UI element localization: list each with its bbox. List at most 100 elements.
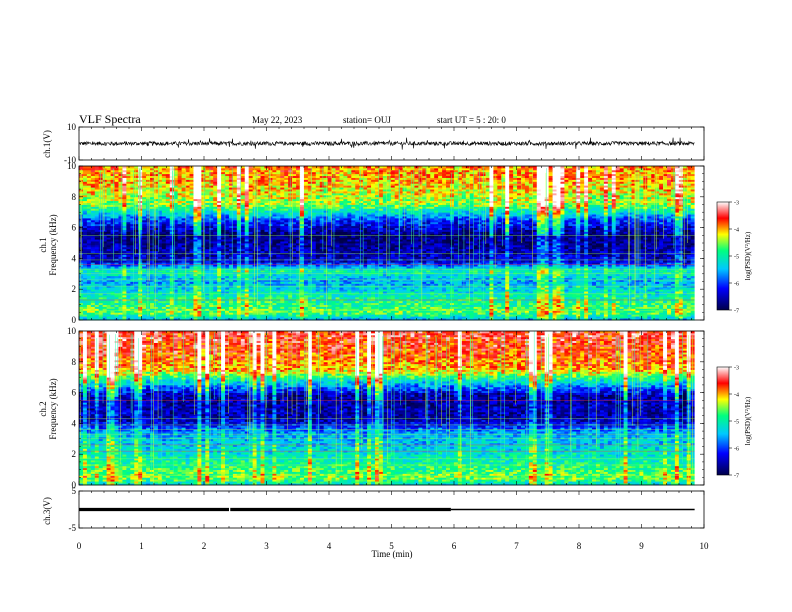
spectrogram-cell [603, 302, 609, 306]
spectrogram-cell [347, 310, 352, 313]
spectrogram-cell [98, 308, 104, 311]
spectrogram-cell [576, 310, 581, 313]
spectrogram-cell [347, 318, 352, 321]
spectrogram-cell [394, 312, 400, 315]
spectrogram-cell [639, 289, 644, 292]
spectrogram-cell [82, 293, 88, 296]
spectrogram-cell [193, 294, 198, 298]
spectrogram-cell [442, 283, 447, 286]
spectrogram-cell [528, 287, 534, 290]
spectrogram-cell [659, 289, 664, 292]
spectrogram-cell [118, 314, 123, 317]
spectrogram-cell [79, 316, 84, 319]
spectrogram-cell [402, 318, 407, 321]
spectrogram-cell [169, 289, 175, 292]
spectrogram-cell [323, 285, 329, 288]
spectrogram-cell [655, 312, 660, 315]
spectrogram-cell [331, 293, 336, 296]
spectrogram-cell [98, 293, 104, 296]
spectrogram-cell [394, 318, 400, 321]
spectrogram-cell [193, 306, 198, 309]
spectrogram-cell [165, 291, 171, 294]
spectrogram-cell [82, 312, 88, 315]
spectrogram-cell [118, 316, 123, 319]
spectrogram-cell [505, 306, 510, 309]
spectrogram-cell [339, 291, 344, 294]
spectrogram-cell [339, 300, 344, 304]
spectrogram-cell [102, 294, 108, 298]
spectrogram-cell [402, 310, 407, 313]
spectrogram-cell [686, 283, 692, 286]
spectrogram-cell [371, 310, 376, 313]
spectrogram-cell [371, 308, 376, 311]
spectrogram-cell [248, 318, 254, 321]
spectrogram-cell [118, 306, 123, 309]
spectrogram-cell [307, 316, 313, 319]
spectrogram-cell [442, 289, 447, 292]
spectrogram-cell [169, 291, 175, 294]
spectrogram-cell [485, 314, 490, 317]
spectrogram-cell [611, 285, 617, 288]
spectrogram-cell [181, 304, 186, 307]
spectrogram-cell [576, 296, 581, 300]
spectrogram-cell [414, 283, 419, 286]
spectrogram-cell [394, 314, 400, 317]
spectrogram-cell [623, 308, 628, 311]
spectrogram-cell [434, 314, 439, 317]
spectrogram-cell [367, 293, 372, 296]
spectrogram-cell [213, 300, 218, 304]
spectrogram-cell [126, 304, 131, 307]
spectrogram-cell [363, 306, 368, 309]
spectrogram-cell [165, 308, 171, 311]
spectrogram-cell [430, 283, 435, 286]
spectrogram-cell [244, 285, 250, 288]
spectrogram-cell [276, 316, 281, 319]
spectrogram-cell [663, 302, 668, 306]
spectrogram-cell [185, 289, 190, 292]
spectrogram-cell [603, 294, 609, 298]
spectrogram-cell [228, 285, 234, 288]
spectrogram-cell [690, 296, 696, 300]
spectrogram-cell [82, 283, 88, 286]
spectrogram-cell [560, 294, 565, 298]
spectrogram-cell [181, 300, 186, 304]
spectrogram-cell [572, 310, 577, 313]
spectrogram-cell [682, 294, 688, 298]
spectrogram-cell [477, 294, 482, 298]
spectrogram-cell [410, 293, 415, 296]
spectrogram-cell [236, 289, 242, 292]
spectrogram-cell [639, 293, 644, 296]
spectrogram-cell [339, 287, 344, 290]
spectrogram-cell [568, 294, 573, 298]
spectrogram-cell [339, 289, 344, 292]
spectrogram-cell [611, 306, 617, 309]
spectrogram-cell [449, 316, 455, 319]
spectrogram-cell [181, 318, 186, 321]
spectrogram-cell [130, 314, 135, 317]
spectrogram-cell [193, 300, 198, 304]
spectrogram-cell [138, 306, 143, 309]
spectrogram-cell [185, 302, 190, 306]
spectrogram-cell [228, 304, 234, 307]
spectrogram-cell [359, 283, 364, 286]
spectrogram-cell [564, 316, 569, 319]
spectrogram-cell [130, 304, 135, 307]
spectrogram-cell [288, 314, 293, 317]
spectrogram-cell [382, 289, 388, 292]
spectrogram-cell [485, 312, 490, 315]
spectrogram-cell [173, 294, 179, 298]
spectrogram-cell [485, 310, 490, 313]
spectrogram-cell [201, 312, 206, 315]
spectrogram-cell [623, 289, 628, 292]
spectrogram-cell [489, 293, 494, 296]
spectrogram-cell [228, 302, 234, 306]
spectrogram-cell [205, 316, 210, 319]
spectrogram-cell [347, 294, 352, 298]
spectrogram-cell [213, 306, 218, 309]
spectrogram-cell [603, 304, 609, 307]
spectrogram-cell [580, 296, 585, 300]
spectrogram-cell [678, 310, 684, 313]
spectrogram-cell [359, 300, 364, 304]
spectrogram-cell [517, 285, 522, 288]
spectrogram-cell [303, 283, 309, 286]
